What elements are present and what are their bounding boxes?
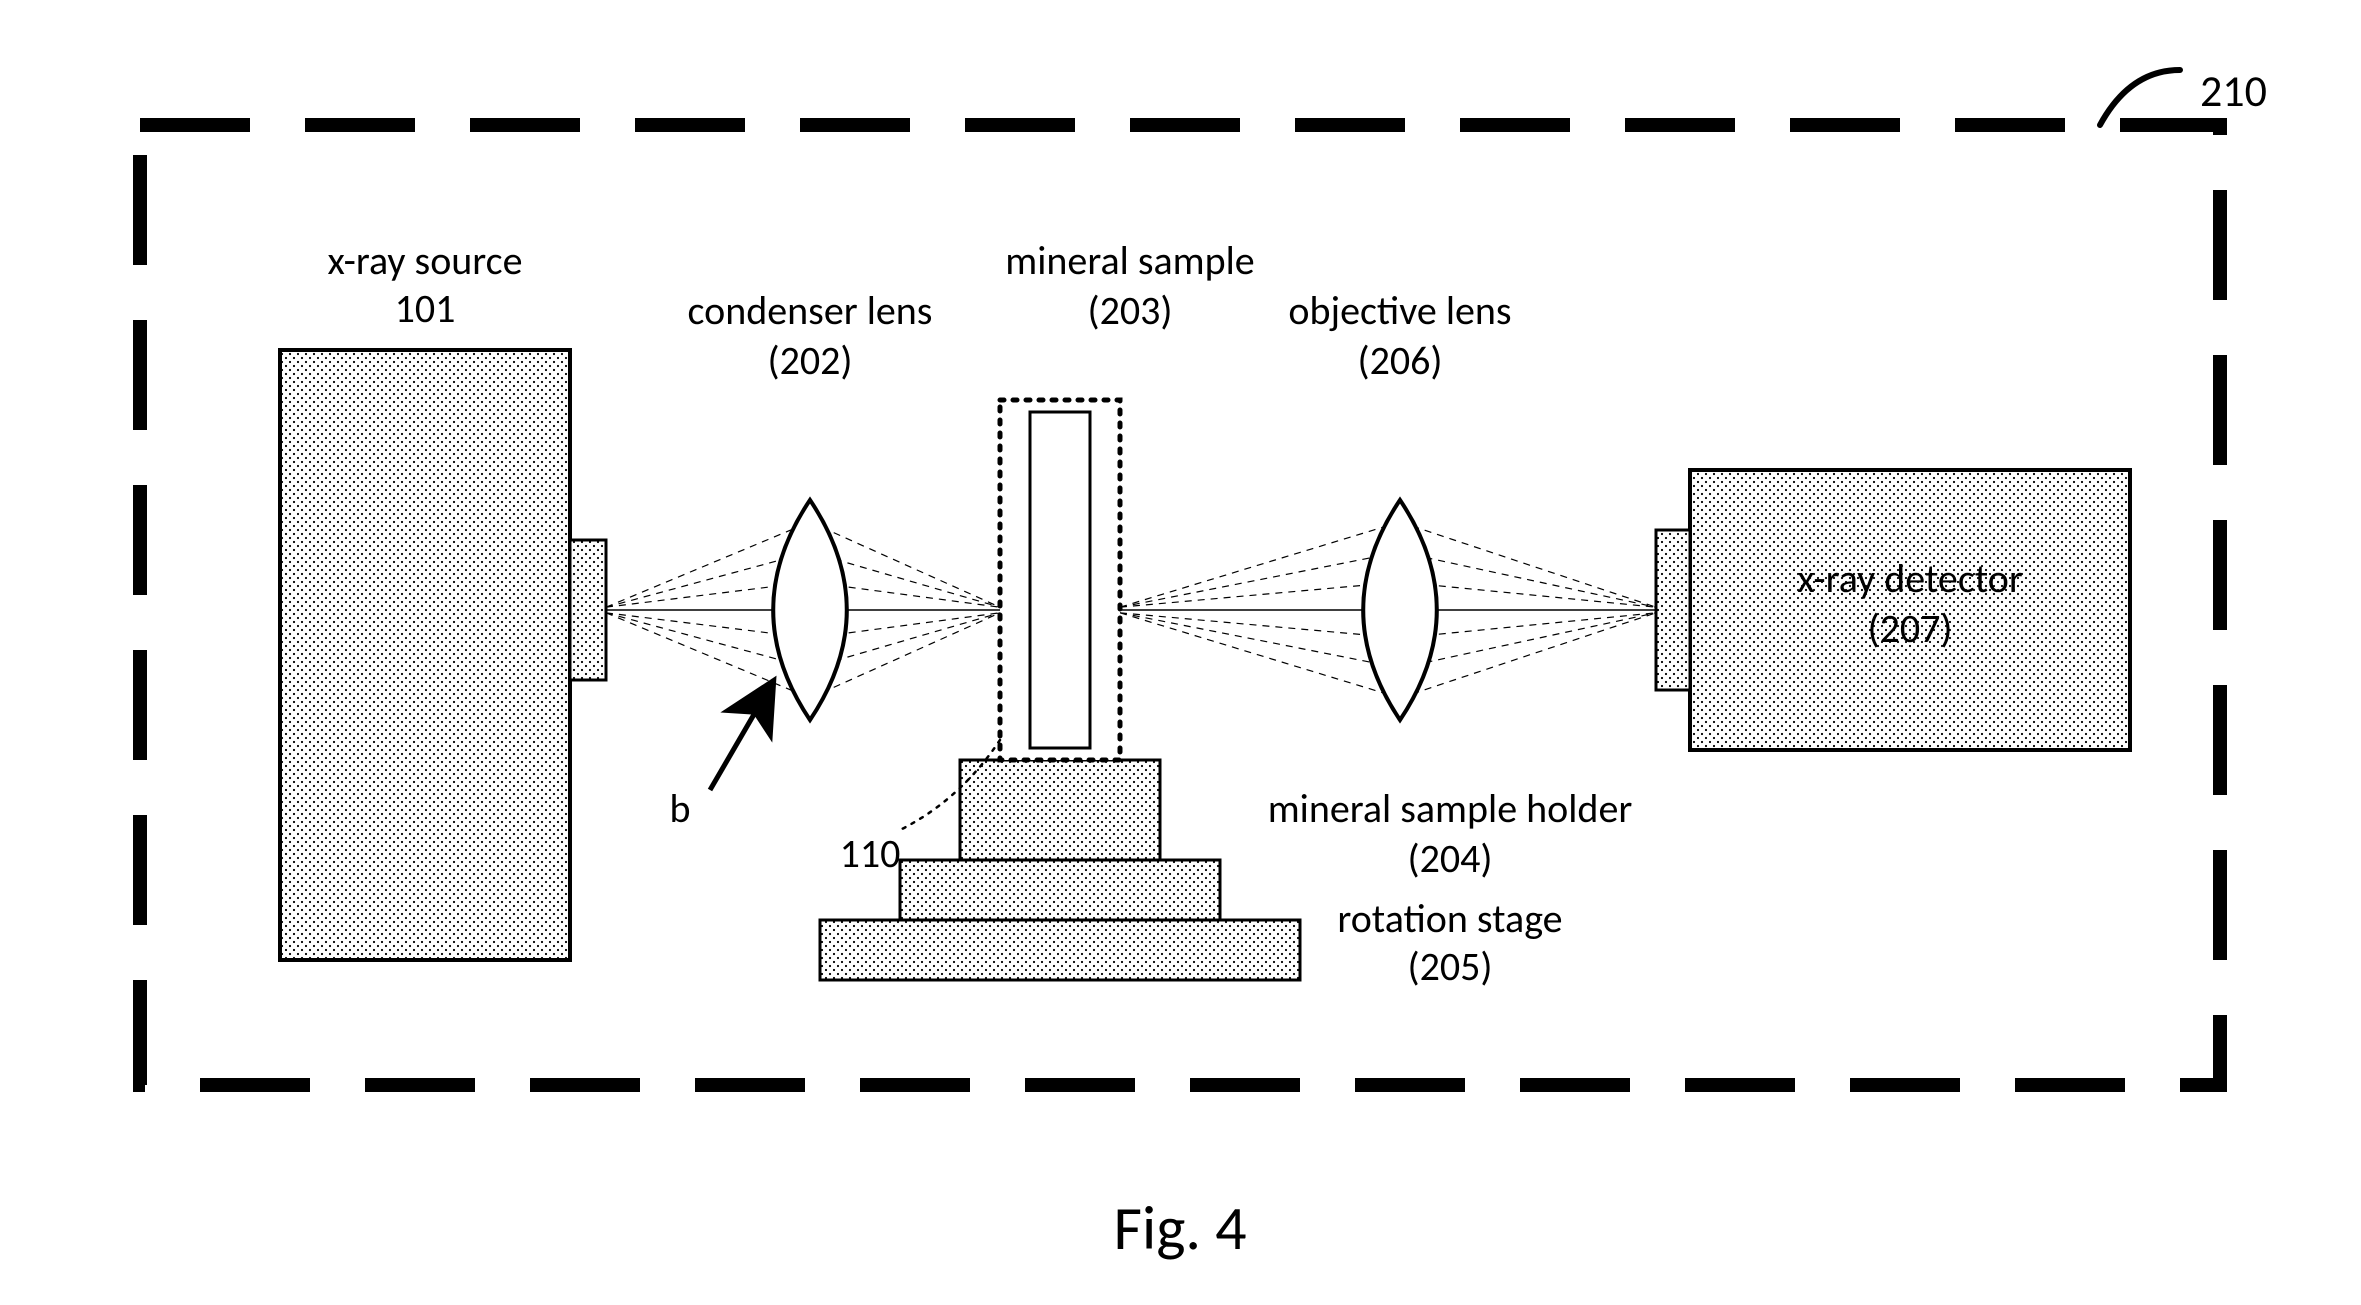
xray-detector-ref: (207) bbox=[1510, 606, 2310, 652]
ref-110-label: 110 bbox=[470, 831, 1270, 877]
sample-holder-label: mineral sample holder bbox=[1050, 786, 1850, 832]
rotation-stage-ref: (205) bbox=[1050, 944, 1850, 990]
xray-source-label: x-ray source bbox=[25, 238, 825, 284]
xray-detector-label: x-ray detector bbox=[1510, 556, 2310, 602]
rotation-stage-label: rotation stage bbox=[1050, 896, 1850, 942]
mineral-sample-label: mineral sample bbox=[730, 238, 1530, 284]
ray-b-label: b bbox=[280, 786, 1080, 832]
enclosure-ref: 210 bbox=[2200, 66, 2361, 117]
diagram-svg bbox=[0, 0, 2361, 1305]
objective-lens-label: objective lens bbox=[1000, 288, 1800, 334]
objective-lens-ref: (206) bbox=[1000, 338, 1800, 384]
figure-4-diagram: Fig. 4 210 x-ray source 101 condenser le… bbox=[0, 0, 2361, 1305]
figure-caption: Fig. 4 bbox=[780, 1193, 1580, 1264]
